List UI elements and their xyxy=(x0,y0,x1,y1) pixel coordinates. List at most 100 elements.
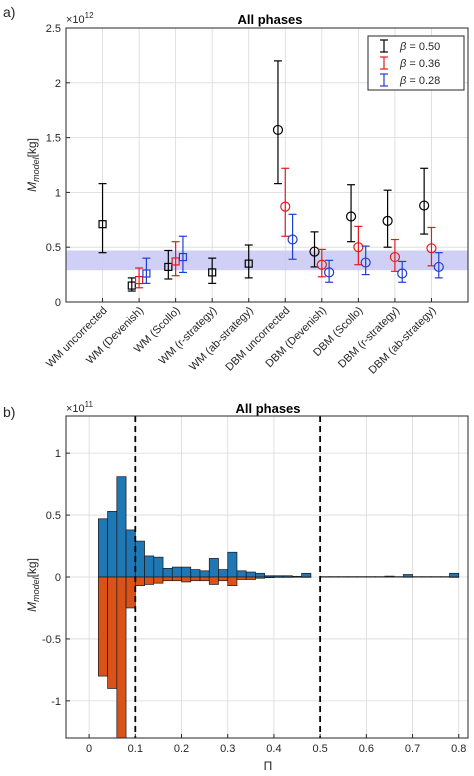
bar-negative xyxy=(134,576,145,587)
bar-positive xyxy=(236,570,247,578)
y-tick-label: 1 xyxy=(55,187,61,199)
bar-negative xyxy=(181,576,192,583)
bar-positive xyxy=(301,572,312,578)
data-point-square xyxy=(127,281,136,290)
x-tick-label: 0.1 xyxy=(128,743,143,755)
data-point-circle xyxy=(287,234,298,245)
bar-negative xyxy=(171,576,182,582)
bar-negative xyxy=(218,576,229,582)
bar-positive xyxy=(181,566,192,578)
bar-positive xyxy=(134,540,145,578)
y-tick-label: 2 xyxy=(55,78,61,90)
y-tick-label: 0 xyxy=(55,572,61,584)
panel-b-ylabel: Mmodel[kg] xyxy=(25,558,41,612)
bar-negative xyxy=(245,576,256,580)
y-tick-label: 0.5 xyxy=(46,242,61,254)
bar-negative xyxy=(153,576,164,584)
bar-negative xyxy=(236,576,247,580)
panel-b-exponent: ×1011 xyxy=(66,400,94,415)
data-point-square xyxy=(142,269,151,278)
plot-frame xyxy=(65,27,469,303)
y-tick-label: 2.5 xyxy=(46,23,61,35)
y-tick-label: 1.5 xyxy=(46,133,61,145)
bar-positive xyxy=(144,555,155,578)
reference-band xyxy=(66,250,468,271)
bar-positive xyxy=(227,551,238,578)
data-point-square xyxy=(134,275,144,285)
data-point-square xyxy=(208,268,217,277)
x-tick-label: WM (ab-strategy) xyxy=(187,305,256,374)
bar-negative xyxy=(227,576,238,587)
bar-negative xyxy=(190,576,201,582)
bar-positive xyxy=(116,476,127,578)
bar-positive xyxy=(208,558,219,578)
bar-negative xyxy=(264,576,275,578)
data-point-circle xyxy=(353,242,364,253)
bar-positive xyxy=(255,572,266,578)
y-tick-label: 1 xyxy=(55,448,61,460)
bar-positive xyxy=(199,570,210,578)
data-point-square xyxy=(164,262,173,272)
x-tick-label: 0.8 xyxy=(451,743,466,755)
panel-b-xlabel: Π xyxy=(264,759,273,773)
bar-positive xyxy=(449,572,460,578)
x-tick-label: DBM uncorrected xyxy=(223,305,292,374)
x-tick-label: 0.4 xyxy=(266,743,281,755)
x-tick-label: 0.3 xyxy=(220,743,235,755)
panel-a-exponent: ×1012 xyxy=(66,11,94,26)
bar-negative xyxy=(199,576,210,582)
panel-b-title: All phases xyxy=(235,401,300,416)
bar-positive xyxy=(218,569,229,578)
bar-positive xyxy=(153,556,164,578)
panel-a-ylabel: Mmodel[kg] xyxy=(25,138,41,192)
data-point-square xyxy=(178,252,188,262)
data-point-circle xyxy=(309,246,320,257)
data-point-circle xyxy=(324,267,335,278)
y-tick-label: 0.5 xyxy=(46,510,61,522)
data-point-circle xyxy=(280,201,291,212)
x-tick-label: 0 xyxy=(86,743,92,755)
data-point-circle xyxy=(360,257,371,268)
panel-a-title: All phases xyxy=(237,12,302,27)
y-tick-label: 0 xyxy=(55,297,61,309)
data-point-circle xyxy=(433,261,444,273)
y-tick-label: -1 xyxy=(51,696,61,708)
bar-positive xyxy=(245,571,256,578)
data-point-square xyxy=(98,220,107,229)
x-tick-label: 0.7 xyxy=(405,743,420,755)
panel-a-label: a) xyxy=(3,4,15,20)
bar-positive xyxy=(125,529,136,578)
bar-positive xyxy=(97,518,108,578)
data-point-circle xyxy=(419,200,430,211)
data-point-circle xyxy=(345,211,357,222)
data-point-square xyxy=(244,259,253,268)
data-point-circle xyxy=(426,243,437,254)
data-point-circle xyxy=(382,215,393,226)
bar-positive xyxy=(171,566,182,578)
data-point-circle xyxy=(397,268,408,279)
bar-negative xyxy=(208,576,219,585)
panel-b-label: b) xyxy=(3,404,15,420)
data-point-circle xyxy=(316,259,327,270)
data-point-circle xyxy=(389,251,401,263)
x-tick-label: 0.6 xyxy=(359,743,374,755)
bar-negative xyxy=(116,576,127,739)
legend-label: β = 0.50 xyxy=(399,41,440,53)
legend-label: β = 0.28 xyxy=(399,75,440,87)
bar-positive xyxy=(107,511,118,578)
data-point-square xyxy=(171,257,180,266)
x-tick-label: DBM (ab-strategy) xyxy=(367,305,439,377)
x-tick-label: 0.2 xyxy=(174,743,189,755)
bar-positive xyxy=(190,569,201,578)
bar-positive xyxy=(402,574,413,578)
bar-negative xyxy=(107,576,118,689)
bar-positive xyxy=(162,567,173,578)
bar-negative xyxy=(125,576,136,609)
data-point-circle xyxy=(272,124,284,136)
bar-negative xyxy=(162,576,173,582)
bar-negative xyxy=(255,576,266,579)
bar-negative xyxy=(144,576,155,585)
bar-negative xyxy=(97,576,108,677)
